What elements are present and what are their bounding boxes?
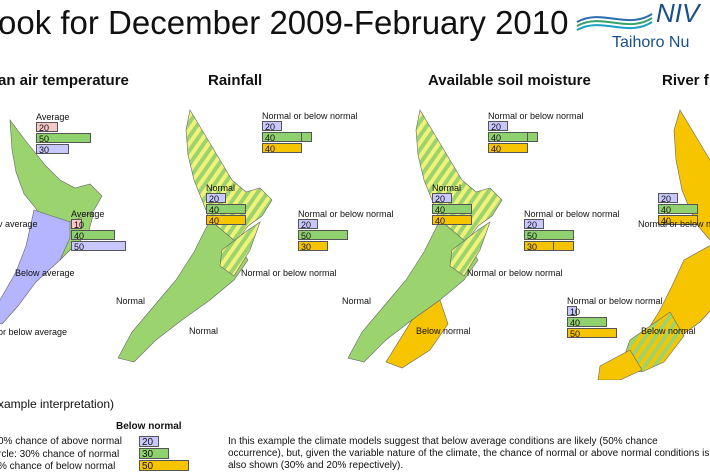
map-river-flow (597, 109, 710, 380)
rain-prob-bar: 40 (206, 215, 246, 226)
temp-block-label: Below average (15, 268, 75, 278)
river-prob-bar: 40 (567, 317, 607, 328)
river-prob-bar: 10 (567, 306, 580, 317)
example-heading: xample interpretation) (0, 397, 115, 411)
temp-prob-bar: 20 (36, 122, 58, 133)
heading-rainfall: Rainfall (208, 72, 263, 89)
niwa-logo: NIV (576, 0, 702, 31)
temp-prob-bar: 50 (71, 241, 126, 252)
example-prob-bar: 50 (139, 460, 189, 472)
temp-prob-bar: 40 (71, 230, 115, 241)
temp-prob-bar: 10 (71, 219, 84, 230)
logo-subtitle: Taihoro Nu (612, 34, 690, 51)
example-line-above: 0% chance of above normal (0, 436, 122, 447)
soil-prob-bar: 20 (488, 121, 508, 132)
rain-prob-bar: 40 (262, 132, 302, 143)
river-prob-bar: 20 (658, 193, 678, 204)
rain-block-label: Normal (189, 326, 219, 336)
river-prob-bar: 40 (658, 204, 698, 215)
rain-prob-bar: 30 (298, 241, 328, 252)
example-explanation: In this example the climate models sugge… (228, 436, 710, 471)
river-block-label: Below normal (641, 326, 696, 336)
heading-soil-moisture: Available soil moisture (428, 72, 591, 89)
example-line-below: % chance of below normal (0, 461, 116, 472)
page-title: ook for December 2009-February 2010 (0, 4, 569, 41)
soil-prob-bar: 40 (488, 132, 528, 143)
map-rainfall (117, 109, 273, 363)
soil-prob-bar: 50 (524, 230, 574, 241)
rain-prob-bar: 40 (206, 204, 246, 215)
river-block-label: Normal or below normal (567, 296, 663, 306)
soil-block-label: Normal or below normal (467, 268, 563, 278)
soil-prob-bar: 40 (432, 204, 472, 215)
rain-prob-bar: 20 (262, 121, 282, 132)
temp-prob-bar: 30 (36, 144, 69, 155)
example-line-normal: rcle: 30% chance of normal (0, 449, 120, 460)
soil-prob-bar: 20 (432, 193, 452, 204)
rain-prob-bar: 20 (206, 193, 226, 204)
rain-prob-bar: 40 (262, 143, 302, 154)
river-side-label: Normal or below no (638, 219, 710, 229)
rain-block-label: Normal (116, 296, 146, 306)
temp-prob-bar: 50 (36, 133, 91, 144)
heading-river-flow: River f (662, 72, 709, 89)
soil-prob-bar: 30 (524, 241, 554, 252)
example-category: Below normal (116, 421, 182, 432)
rain-prob-bar: 20 (298, 219, 318, 230)
example-prob-bar: 20 (139, 436, 159, 448)
temp-side-label-2: or below average (0, 327, 68, 337)
river-prob-bar: 40 (658, 215, 698, 226)
map-soil-moisture (347, 109, 503, 369)
soil-block-label: Normal (342, 296, 372, 306)
soil-prob-bar: 40 (488, 143, 528, 154)
soil-block-label: Below normal (416, 326, 471, 336)
river-prob-bar: 50 (567, 328, 617, 339)
rain-prob-bar: 50 (298, 230, 348, 241)
logo-word: NIV (656, 0, 702, 28)
rain-block-label: Normal or below normal (241, 268, 337, 278)
soil-prob-bar: 40 (432, 215, 472, 226)
example-prob-bar: 30 (139, 448, 169, 460)
heading-air-temperature: an air temperature (0, 72, 129, 89)
temp-block-label: Average (71, 209, 105, 219)
soil-prob-bar: 20 (524, 219, 544, 230)
temp-side-label-1: v average (0, 219, 38, 229)
